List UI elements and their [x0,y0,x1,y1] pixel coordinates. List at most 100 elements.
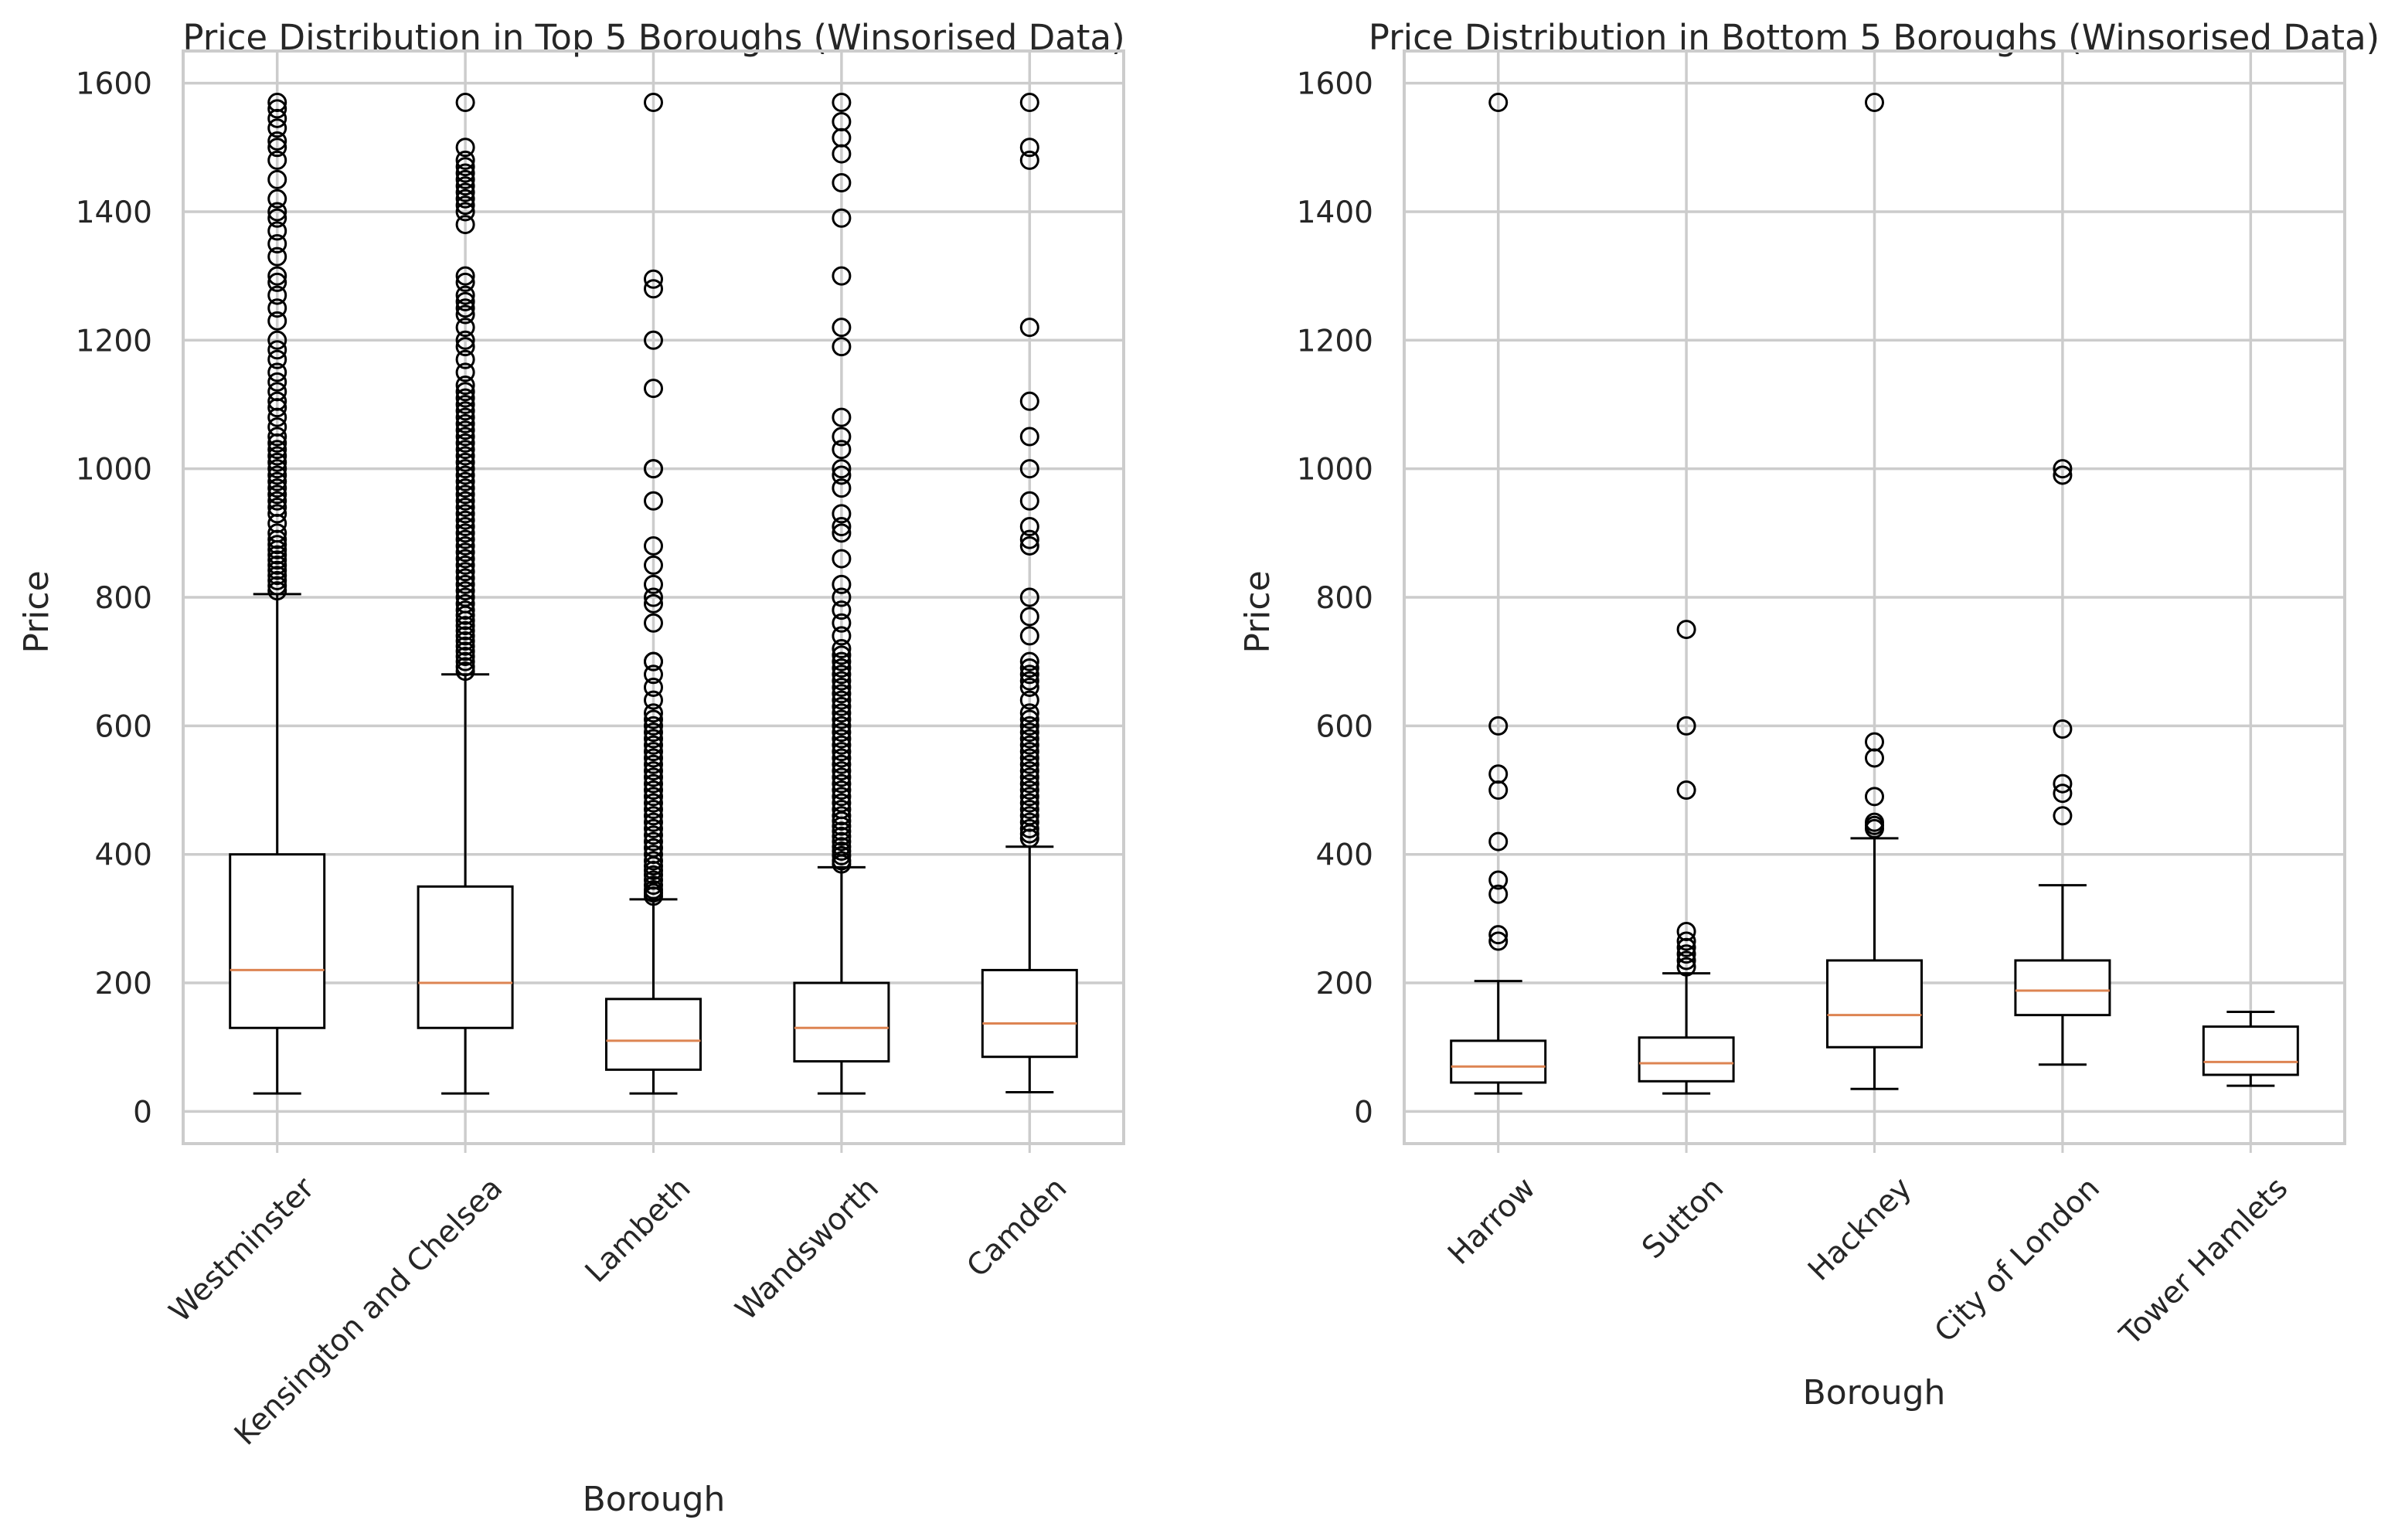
outlier-point [644,767,663,787]
box-harrow [1450,93,1547,1095]
y-tick-label: 1400 [76,195,152,230]
outlier-point [832,703,852,723]
outlier-point [455,337,475,357]
outlier-point [1019,658,1039,678]
outlier-point [1019,799,1039,819]
outlier-point [832,626,852,646]
outlier-point [2053,773,2073,794]
y-tick-label: 200 [1316,967,1373,1001]
outlier-point [832,478,852,498]
outlier-point [1019,709,1039,729]
outlier-point [1019,150,1039,170]
outlier-point [644,703,663,723]
y-tick-labels: 0 200 400 600 800 1000 1200 1400 1600 [76,67,152,1130]
outlier-point [455,523,475,543]
outlier-point [1676,716,1696,736]
outlier-point [455,202,475,222]
outlier-point [1019,391,1039,411]
outlier-point [644,812,663,832]
box-wandsworth [793,93,890,1095]
outlier-point [455,484,475,505]
outlier-point [832,93,852,113]
outlier-point [455,555,475,575]
y-tick-label: 400 [95,838,152,873]
outlier-point [644,459,663,479]
outlier-point [832,826,852,846]
outlier-point [832,613,852,633]
outlier-point [455,163,475,183]
outlier-point [1019,818,1039,838]
outlier-point [1865,812,1884,832]
outlier-point [644,875,663,896]
outlier-point [832,696,852,716]
outlier-point [644,93,663,113]
outlier-point [1019,806,1039,826]
outlier-point [832,111,852,131]
outlier-point [455,138,475,158]
outlier-point [455,471,475,491]
outlier-point [644,279,663,299]
outlier-point [1488,884,1509,904]
iqr-box [1450,1039,1547,1084]
outlier-point [1019,535,1039,556]
outlier-point [267,465,287,485]
outlier-point [1019,93,1039,113]
outlier-point [267,131,287,151]
outlier-point [455,498,475,518]
outlier-point [1019,703,1039,723]
outlier-point [267,266,287,286]
outlier-point [644,806,663,826]
outlier-point [2053,459,2073,479]
outlier-point [1019,729,1039,749]
outlier-point [832,780,852,801]
outlier-point [832,716,852,736]
outlier-point [455,169,475,189]
outlier-point [832,767,852,787]
outlier-point [2053,806,2073,826]
outlier-point [267,330,287,350]
outlier-point [832,658,852,678]
outlier-point [267,285,287,305]
outlier-point [455,376,475,396]
box-tower-hamlets [2202,1010,2299,1087]
outlier-point [267,452,287,472]
outlier-point [267,446,287,466]
y-tick-label: 0 [133,1095,152,1130]
outlier-point [832,600,852,620]
outlier-point [832,651,852,671]
outlier-point [455,647,475,667]
outlier-point [832,173,852,193]
outlier-point [455,388,475,408]
outlier-point [455,349,475,369]
y-tick-label: 200 [95,967,152,1001]
chart-panel-top-boroughs: Price Distribution in Top 5 Boroughs (Wi… [17,17,1125,1519]
iqr-box [605,998,702,1071]
outlier-point [267,93,287,113]
outlier-point [267,440,287,460]
outlier-point [455,150,475,170]
outlier-point [832,671,852,691]
outlier-point [455,272,475,292]
outlier-point [455,189,475,209]
outlier-point [832,761,852,781]
outlier-point [455,394,475,414]
x-tick-label: City of London [1928,1171,2107,1349]
outlier-point [1019,722,1039,743]
outlier-point [832,729,852,749]
outlier-point [1019,793,1039,813]
outlier-point [267,189,287,209]
outlier-point [267,234,287,254]
outlier-point [832,407,852,427]
box-city-of-london [2014,459,2111,1066]
outlier-point [832,851,852,871]
plot-frame [182,49,1125,1145]
outlier-point [832,793,852,813]
y-tick-label: 800 [95,581,152,616]
outlier-point [267,118,287,138]
iqr-box [1638,1036,1735,1083]
outlier-point [832,831,852,852]
outlier-point [1019,742,1039,762]
outlier-point [832,504,852,524]
x-tick-label: Westminster [163,1171,322,1330]
